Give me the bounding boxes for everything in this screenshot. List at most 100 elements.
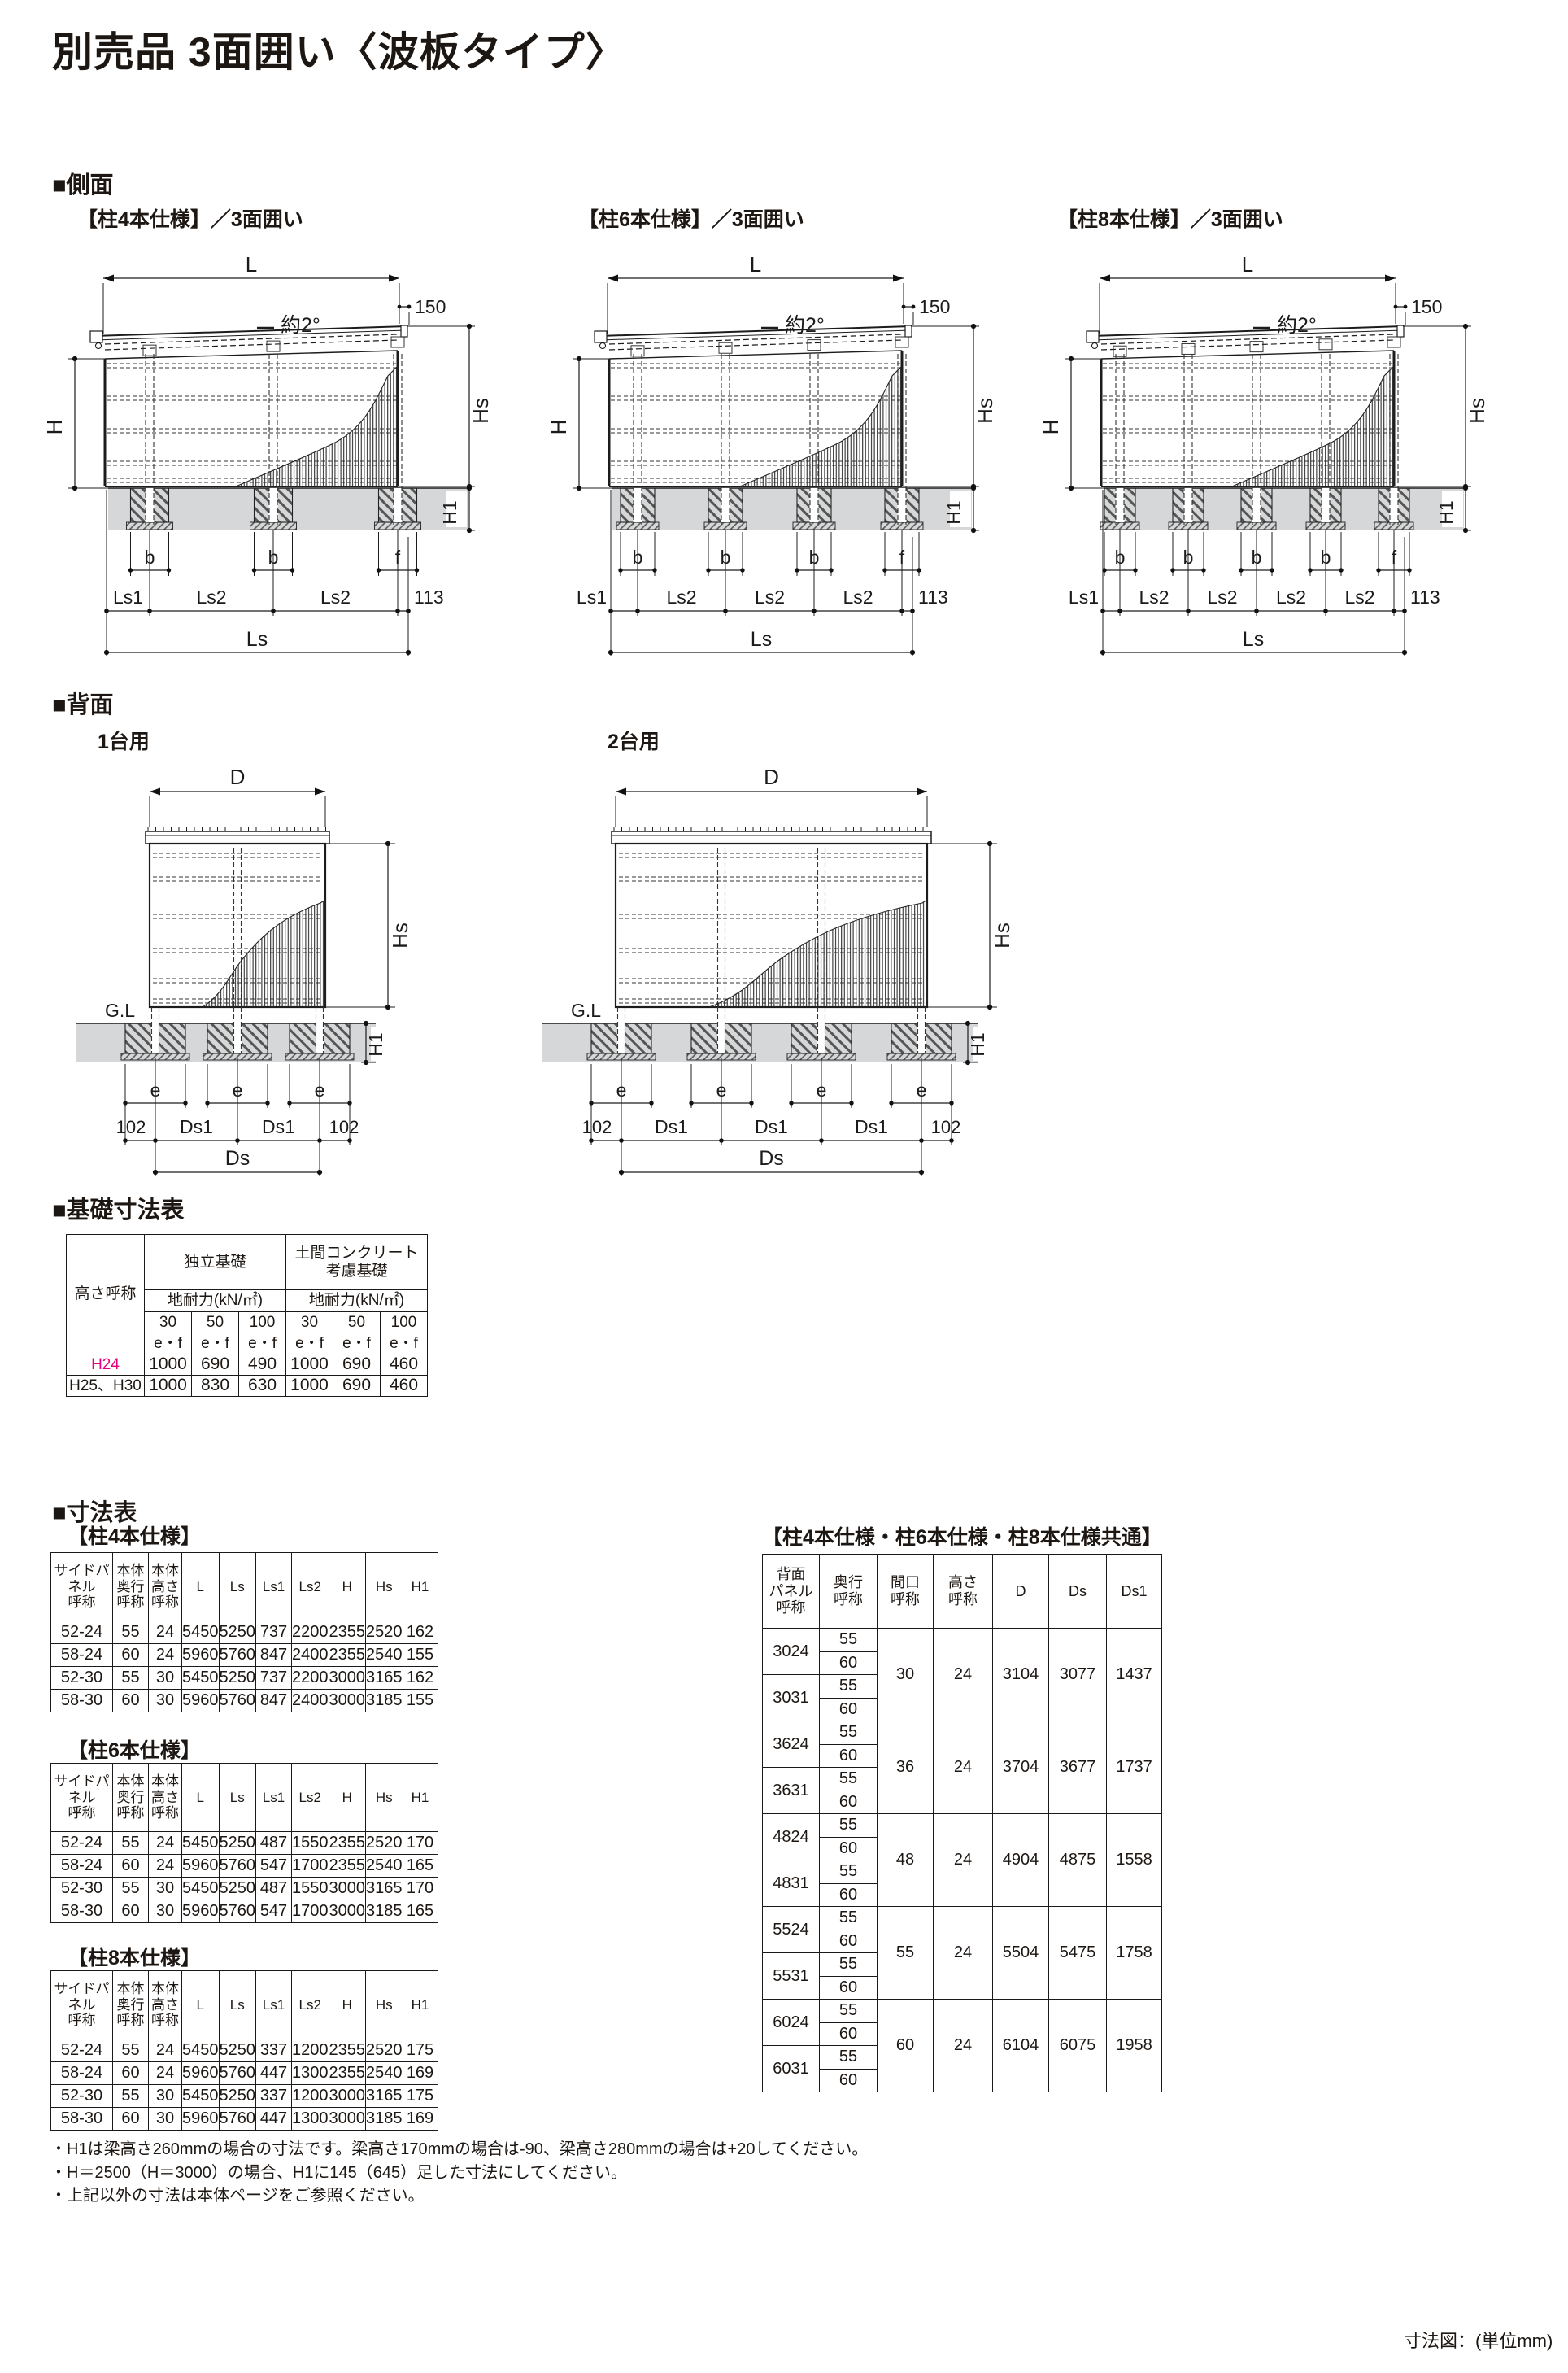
dim-label-D: D [764,765,779,789]
panel-name: 4824 [762,1813,820,1860]
dim-value: 3000 [328,1900,366,1923]
table-row: 52-30 55 30 5450 5250 487 1550 3000 3165 170 [50,1877,438,1900]
header-row: サイドパネル 呼称 本体 奥行 呼称 本体 高さ 呼称 L Ls Ls1 Ls2 H Hs H1 [50,1763,438,1832]
depth-value: 55 [819,1952,878,1977]
table-row: 52-24 55 24 5450 5250 737 2200 2355 2520 162 [50,1621,438,1644]
foundation-table: 高さ呼称 独立基礎 土間コンクリート 考慮基礎 地耐力(kN/㎡) 地耐力(kN… [66,1234,428,1397]
post-bracket [390,336,405,348]
dim-label-L: L [246,252,257,277]
dim-label-H: H [1039,420,1063,435]
dim-value: 170 [402,1877,438,1900]
ef-label: e・f [191,1333,239,1354]
dim-value: 1758 [1106,1906,1162,2000]
dim-value: 175 [402,2084,438,2108]
dim-value: 55 [112,1831,149,1855]
dim-label-Ls2: Ls2 [196,587,226,608]
dim-value: 4875 [1048,1813,1107,1907]
dim-label-Ds: Ds [225,1147,250,1170]
dim-value: 5450 [181,1831,220,1855]
dim-value: 487 [255,1877,292,1900]
dim-value: 5450 [181,2084,220,2108]
dim-label-H: H [42,420,67,435]
post-bracket [807,339,821,351]
dims-table-6posts: サイドパネル 呼称 本体 奥行 呼称 本体 高さ 呼称 L Ls Ls1 Ls2 H Hs H1 5… [50,1763,438,1923]
panel-name: 5531 [762,1952,820,2000]
column-header: H1 [402,1552,438,1621]
dim-value: 60 [112,1689,149,1712]
depth-value: 60 [819,1929,878,1953]
dim-value: 52-30 [50,1877,113,1900]
dim-value: 2355 [328,1643,366,1667]
dim-value: 24 [933,1813,993,1907]
depth-value: 55 [819,1721,878,1745]
foundation-value: 690 [333,1354,381,1376]
dim-value: 24 [148,2061,182,2085]
table-row: 52-24 55 24 5450 5250 487 1550 2355 2520 170 [50,1831,438,1855]
dim-value: 5250 [218,1666,256,1690]
dim-label-150: 150 [415,296,446,317]
panel-name: 5524 [762,1906,820,1953]
column-header: L [181,1763,220,1832]
dim-label-H1: H1 [439,500,460,524]
column-header: 高さ 呼称 [933,1554,993,1629]
footing-base [1374,521,1414,530]
footing-base [374,521,421,530]
dim-value: 58-30 [50,1689,113,1712]
dim-value: 30 [148,1900,182,1923]
table-row: 60 [763,1975,1162,2000]
depth-value: 55 [819,1767,878,1791]
dim-value: 55 [112,1666,149,1690]
dim-value: 737 [255,1621,292,1644]
foundation-heading: ■基礎寸法表 [52,1197,185,1224]
column-header: 本体 奥行 呼称 [112,1552,149,1621]
column-header: Ls [218,1763,256,1832]
dim-label-Ls1: Ls1 [1069,587,1099,608]
table-row: 58-30 60 30 5960 5760 447 1300 3000 3185 169 [50,2107,438,2131]
dim-value: 55 [112,1877,149,1900]
dim-value: 24 [148,1831,182,1855]
foundation-value: 460 [380,1354,428,1376]
dim-value: 60 [112,2107,149,2131]
dim-value: 5960 [181,2061,220,2085]
footing-base [616,521,660,530]
dim-value: 24 [933,1906,993,2000]
table-row: 60 [763,2068,1162,2092]
column-header: Ls1 [255,1970,292,2039]
dim-value: 3000 [328,1666,366,1690]
depth-value: 60 [819,1651,878,1675]
dim-value: 24 [148,1621,182,1644]
column-header: L [181,1552,220,1621]
ef-label: e・f [144,1333,192,1354]
height-name: H25、H30 [66,1375,145,1397]
load-value: 30 [285,1311,333,1333]
column-header: 本体 高さ 呼称 [148,1970,182,2039]
dim-label-102: 102 [329,1117,359,1137]
dim-value: 2355 [328,1854,366,1878]
column-header: H1 [402,1970,438,2039]
dim-label-113: 113 [414,587,444,608]
foundation-value: 490 [238,1354,286,1376]
dim-value: 5960 [181,1643,220,1667]
dim-value: 1550 [291,1877,329,1900]
table-row: 52-30 55 30 5450 5250 337 1200 3000 3165 175 [50,2084,438,2108]
dim-value: 5960 [181,1689,220,1712]
dim-label-Ls: Ls [1243,628,1264,651]
panel-name: 3624 [762,1721,820,1768]
dim-value: 1300 [291,2107,329,2131]
dim-value: 1737 [1106,1721,1162,1814]
dim-value: 5760 [218,1900,256,1923]
foundation-row: H25、H30 1000 830 630 1000 690 460 [66,1375,428,1397]
table-row: 58-24 60 24 5960 5760 547 1700 2355 2540 165 [50,1854,438,1878]
dim-value: 847 [255,1643,292,1667]
gutter [594,330,608,343]
column-header: 奥行 呼称 [819,1554,878,1629]
depth-value: 55 [819,2045,878,2070]
dim-value: 58-30 [50,1900,113,1923]
column-header: サイドパネル 呼称 [50,1763,113,1832]
header-row: サイドパネル 呼称 本体 奥行 呼称 本体 高さ 呼称 L Ls Ls1 Ls2 H Hs H1 [50,1552,438,1621]
dim-value: 3165 [365,1666,403,1690]
column-header: H [328,1763,366,1832]
dim-label-H: H [547,420,571,435]
dim-value: 5960 [181,1854,220,1878]
